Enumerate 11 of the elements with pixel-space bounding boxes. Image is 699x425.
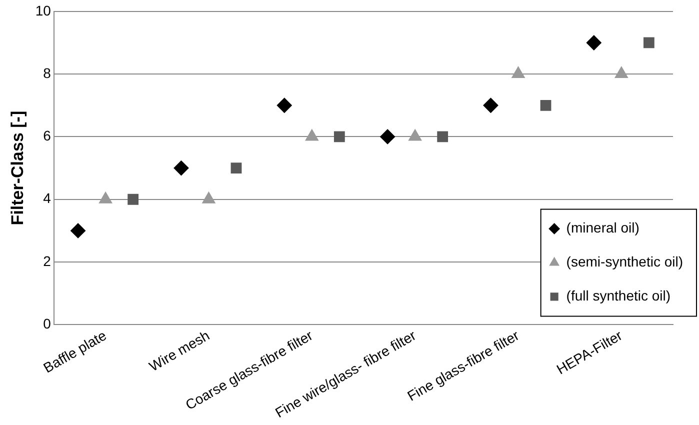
y-tick-label: 4 (43, 190, 52, 206)
y-tick-label: 10 (35, 2, 52, 18)
legend-label: (mineral oil) (566, 220, 640, 236)
legend-label: (full synthetic oil) (566, 288, 671, 304)
y-tick-label: 0 (43, 316, 52, 332)
y-tick-label: 2 (43, 252, 52, 269)
y-tick-label: 8 (43, 64, 52, 81)
y-tick-label: 6 (43, 128, 52, 144)
y-axis-title: Filter-Class [-] (8, 110, 27, 226)
x-tick-label: Wire mesh (146, 327, 212, 374)
legend-label: (semi-synthetic oil) (566, 254, 684, 270)
